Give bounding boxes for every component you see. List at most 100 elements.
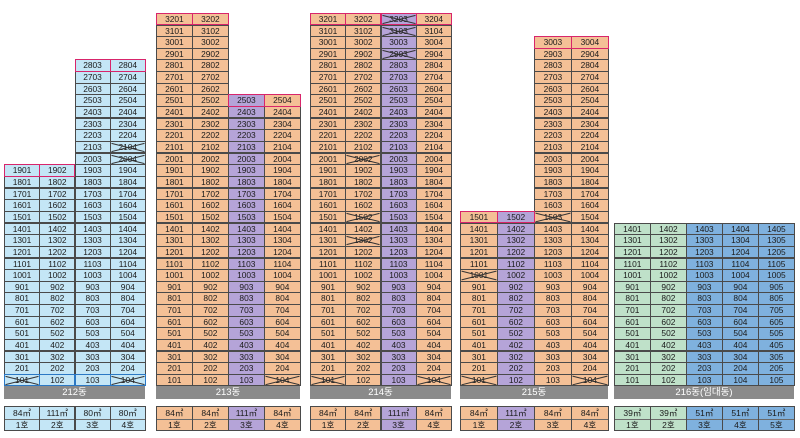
building-name-bar: 215동 [460, 386, 608, 399]
unit-cell: 705 [758, 304, 795, 317]
unit-cell: 1203 [686, 245, 723, 259]
unit-cell: 503 [534, 327, 572, 340]
unit-cell: 601 [460, 315, 498, 329]
unit-cell: 204 [722, 362, 759, 375]
unit-cell: 2304 [109, 117, 146, 131]
unit-cell: 1204 [415, 245, 452, 259]
unit-cell: 1202 [650, 245, 687, 259]
unit-cell: 704 [109, 304, 146, 317]
unit-cell: 1002 [39, 269, 76, 282]
unit-cell: 904 [571, 280, 609, 294]
unit-cell: 302 [192, 350, 229, 364]
unit-cell: 1703 [380, 187, 417, 201]
unit-cell: 1202 [192, 245, 229, 259]
unit-cell: 1402 [192, 222, 229, 235]
unit-cell: 2304 [415, 117, 452, 131]
unit-cell: 1802 [192, 175, 229, 189]
unit-cell: 404 [722, 339, 759, 352]
unit-cell: 501 [4, 327, 41, 340]
unit-cell: 1903 [74, 164, 111, 177]
unit-cell: 1004 [571, 269, 609, 282]
unit-cell: 1001 [310, 269, 347, 282]
unit-cell: 202 [345, 362, 382, 375]
unit-cell: 605 [758, 315, 795, 329]
unit-cell: 2502 [345, 94, 382, 107]
unit-cell: 3203 [380, 12, 417, 26]
unit-cell: 904 [722, 280, 759, 294]
unit-cell: 2404 [109, 106, 146, 119]
unit-cell: 201 [156, 362, 193, 375]
unit-cell: 902 [650, 280, 687, 294]
unit-cell: 2401 [156, 106, 193, 119]
unit-cell: 201 [460, 362, 498, 375]
unit-cell: 303 [380, 350, 417, 364]
unit-cell: 302 [39, 350, 76, 364]
unit-cell: 2602 [345, 82, 382, 96]
unit-cell: 1904 [415, 164, 452, 177]
unit-cell: 2202 [345, 129, 382, 142]
unit-cell: 1101 [4, 257, 41, 270]
unit-cell: 2403 [228, 106, 265, 119]
unit-cell: 1703 [534, 187, 572, 201]
unit-cell: 3201 [310, 12, 347, 26]
unit-cell: 2201 [156, 129, 193, 142]
unit-cell: 101 [4, 374, 41, 387]
unit-cell: 802 [39, 292, 76, 305]
unit-cell: 2903 [534, 47, 572, 61]
unit-cell: 1405 [758, 222, 795, 235]
unit-cell: 1604 [415, 199, 452, 212]
unit-cell: 1602 [345, 199, 382, 212]
unit-cell: 2904 [571, 47, 609, 61]
unit-cell: 1104 [722, 257, 759, 270]
unit-cell: 302 [345, 350, 382, 364]
unit-cell: 1504 [415, 210, 452, 224]
unit-cell: 1904 [571, 164, 609, 177]
unit-cell: 1003 [228, 269, 265, 282]
unit-cell: 1203 [228, 245, 265, 259]
unit-cell: 2203 [534, 129, 572, 142]
unit-cell: 1901 [156, 164, 193, 177]
unit-cell: 504 [264, 327, 301, 340]
unit-cell: 1804 [415, 175, 452, 189]
unit-cell: 604 [722, 315, 759, 329]
unit-cell: 103 [534, 374, 572, 387]
unit-cell: 203 [228, 362, 265, 375]
unit-cell: 1103 [74, 257, 111, 270]
unit-cell: 1403 [380, 222, 417, 235]
unit-cell: 1903 [228, 164, 265, 177]
unit-cell: 2804 [109, 59, 146, 72]
unit-cell: 1204 [722, 245, 759, 259]
unit-cell: 903 [686, 280, 723, 294]
unit-cell: 1603 [74, 199, 111, 212]
unit-cell: 304 [109, 350, 146, 364]
unit-cell: 303 [534, 350, 572, 364]
unit-cell: 702 [497, 304, 535, 317]
unit-cell: 1201 [614, 245, 651, 259]
unit-cell: 103 [228, 374, 265, 387]
unit-cell: 1003 [534, 269, 572, 282]
unit-cell: 2301 [156, 117, 193, 131]
unit-cell: 2804 [415, 59, 452, 72]
unit-cell: 2704 [571, 71, 609, 84]
unit-cell: 403 [74, 339, 111, 352]
unit-cell: 204 [264, 362, 301, 375]
unit-cell: 3002 [192, 36, 229, 49]
unit-cell: 1801 [310, 175, 347, 189]
unit-type-legend: 84㎡ 1호 [156, 406, 193, 431]
unit-cell: 2103 [380, 141, 417, 154]
unit-cell: 2903 [380, 47, 417, 61]
unit-cell: 505 [758, 327, 795, 340]
unit-cell: 1701 [4, 187, 41, 201]
unit-cell: 2803 [380, 59, 417, 72]
unit-cell: 2504 [571, 94, 609, 107]
unit-cell: 602 [497, 315, 535, 329]
unit-cell: 301 [4, 350, 41, 364]
unit-cell: 1002 [192, 269, 229, 282]
unit-cell: 902 [192, 280, 229, 294]
unit-cell: 104 [109, 374, 146, 387]
unit-cell: 1102 [192, 257, 229, 270]
unit-cell: 2301 [310, 117, 347, 131]
unit-type-legend: 80㎡ 4호 [109, 406, 146, 431]
unit-cell: 1304 [571, 234, 609, 247]
unit-type-legend: 84㎡ 3호 [534, 406, 572, 431]
